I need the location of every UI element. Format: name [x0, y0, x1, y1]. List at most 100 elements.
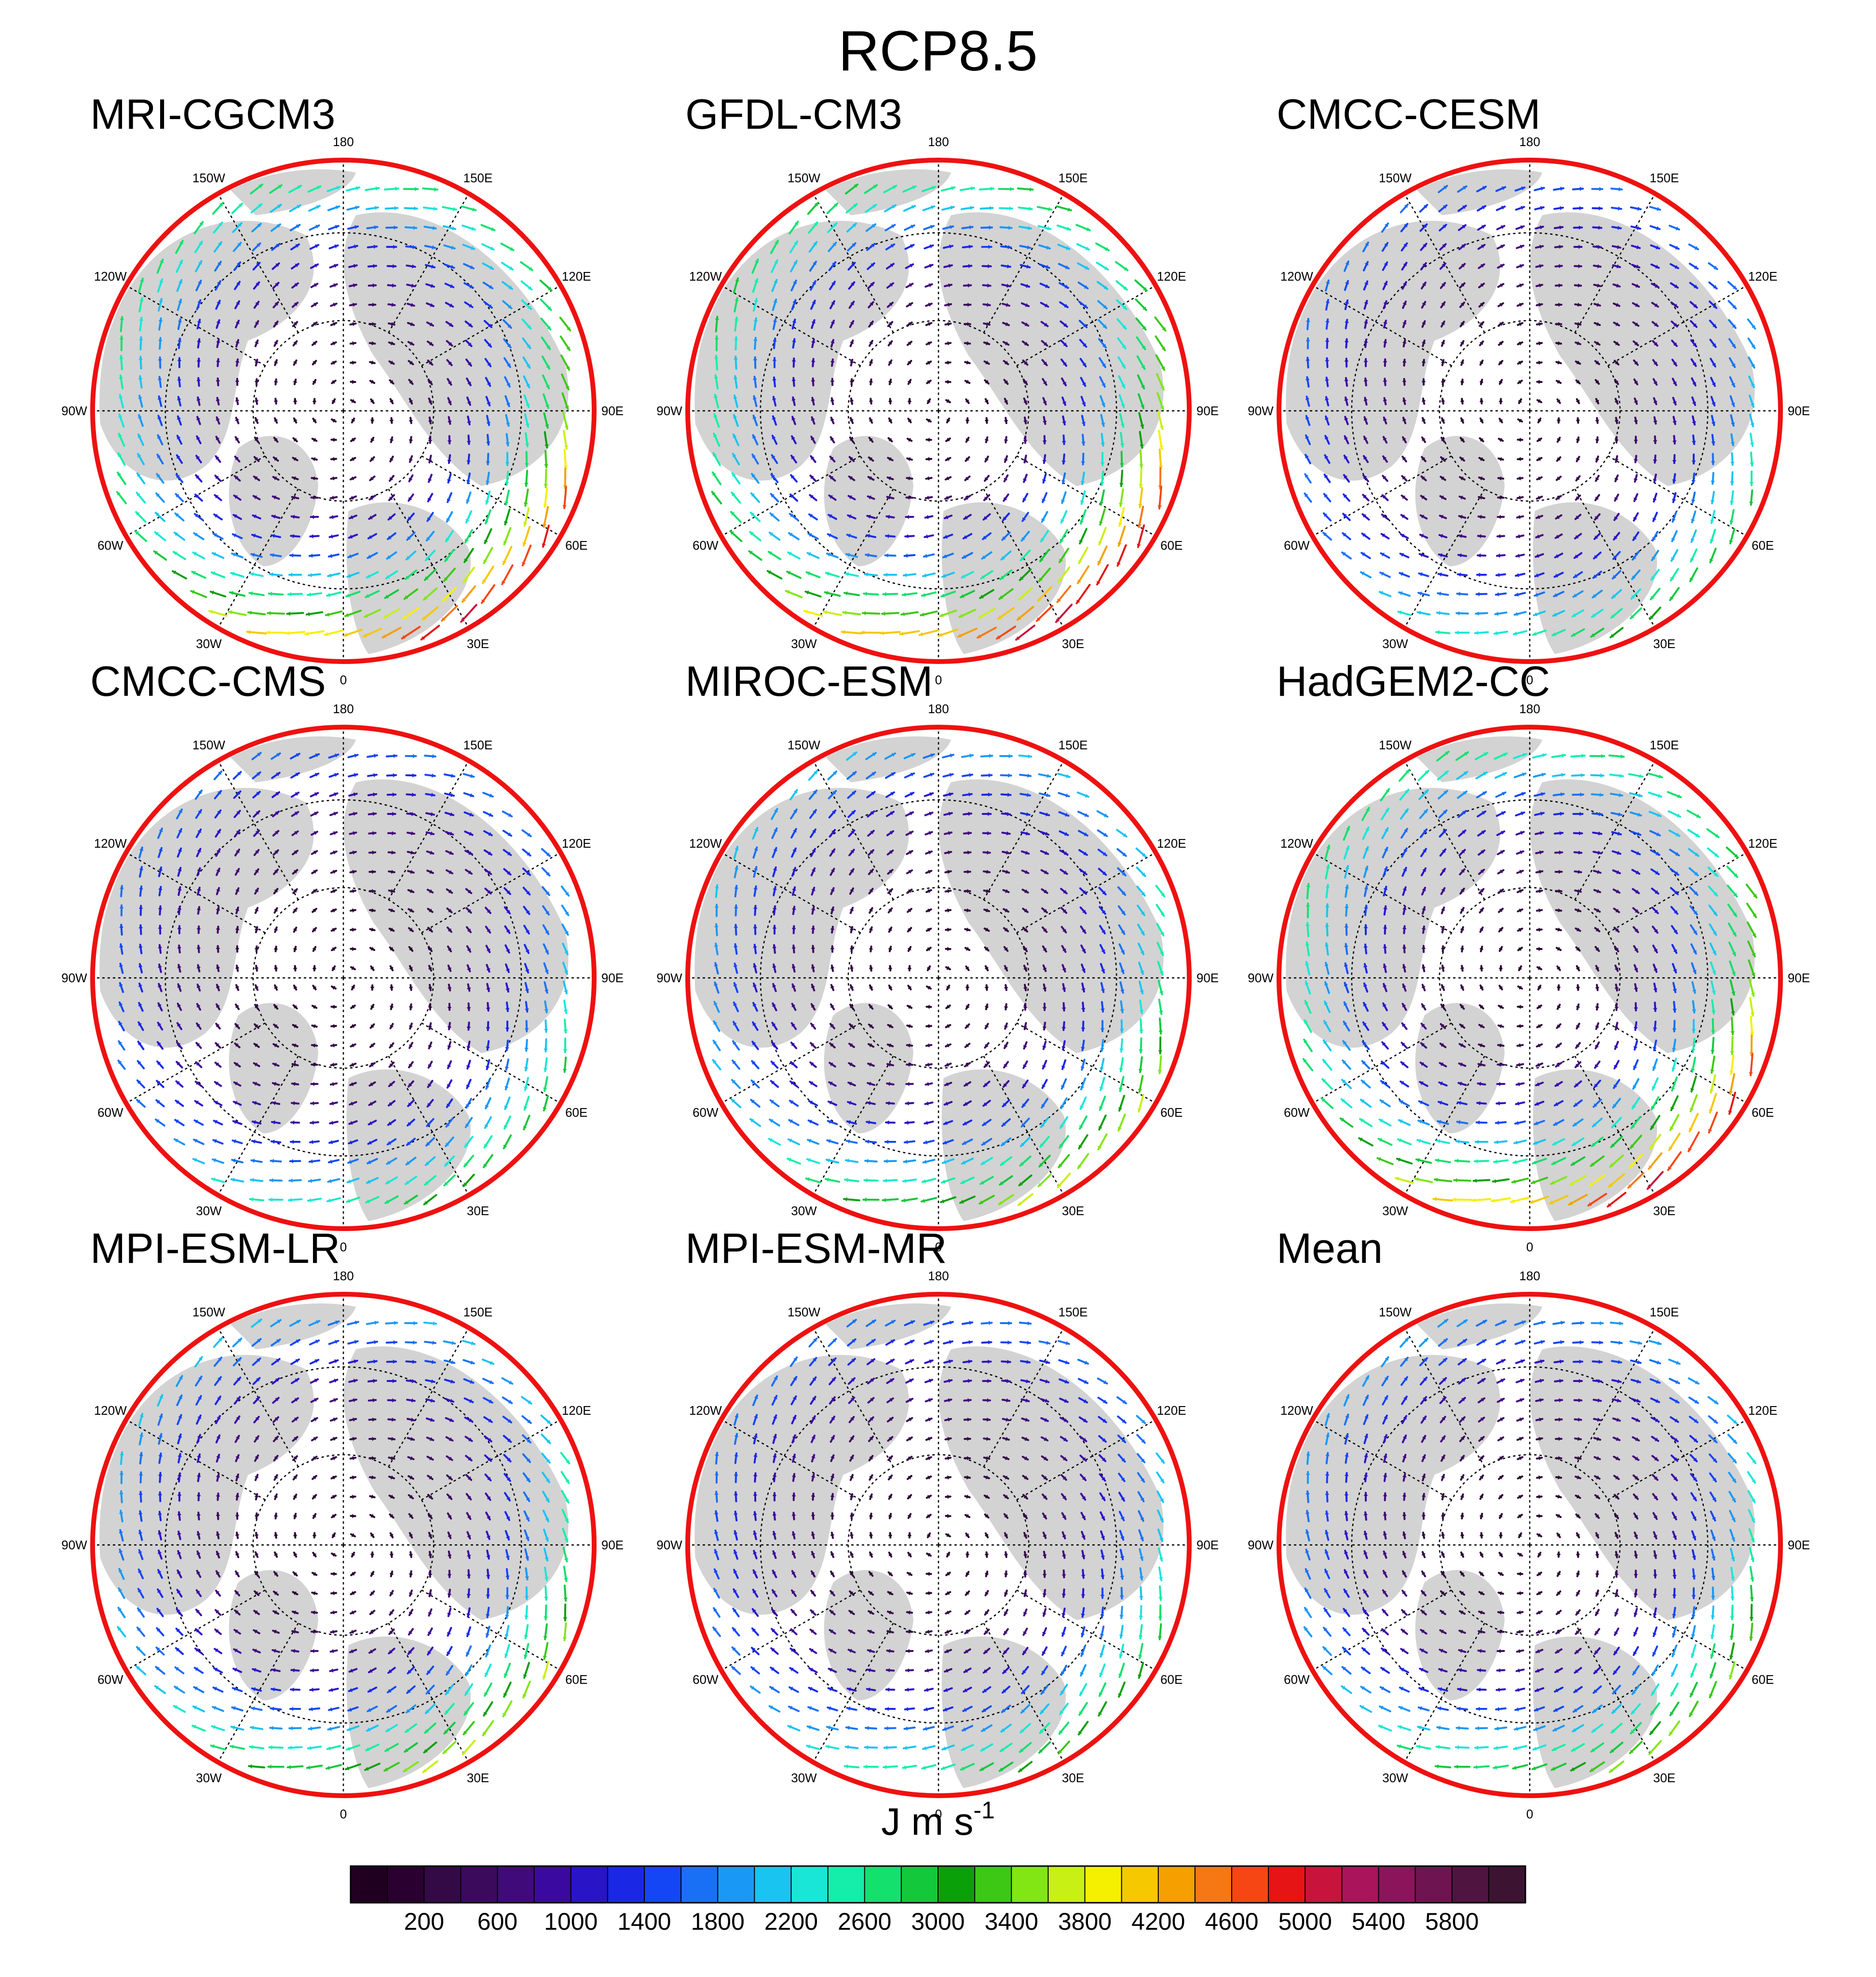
flux-vector [982, 532, 992, 541]
flux-vector [447, 1060, 452, 1070]
flux-vector [1651, 1096, 1659, 1110]
flux-vector [1631, 1703, 1641, 1715]
flux-vector [907, 1494, 912, 1500]
flux-vector [408, 908, 414, 913]
flux-vector [790, 1609, 797, 1616]
flux-vector [1711, 453, 1715, 465]
flux-vector [213, 221, 223, 234]
flux-vector [1516, 1417, 1524, 1422]
flux-vector [786, 570, 802, 579]
flux-vector [1039, 1379, 1050, 1383]
flux-vector [903, 753, 916, 759]
flux-vector [1556, 436, 1561, 443]
flux-vector [425, 1684, 435, 1695]
flux-vector [1060, 888, 1068, 894]
land-mask [99, 1303, 569, 1788]
flux-vector [194, 493, 203, 502]
flux-vector [462, 1740, 476, 1755]
flux-vector [729, 530, 743, 542]
flux-vector [1421, 456, 1427, 462]
flux-vector [1344, 1472, 1349, 1483]
flux-vector [830, 1474, 835, 1481]
flux-vector [1362, 1375, 1370, 1387]
flux-vector [751, 1041, 759, 1050]
flux-vector [463, 811, 474, 817]
flux-vector [1611, 831, 1622, 836]
flux-vector [1728, 1490, 1736, 1503]
flux-vector [1593, 264, 1602, 269]
flux-vector [1325, 922, 1330, 937]
flux-vector [1529, 1195, 1550, 1204]
flux-vector [1498, 985, 1503, 990]
flux-vector [505, 1020, 510, 1032]
flux-vector [771, 279, 778, 292]
flux-vector [464, 850, 473, 855]
flux-vector [1668, 810, 1681, 818]
flux-vector [1536, 322, 1543, 326]
flux-vector [868, 868, 874, 875]
flux-vector [1498, 1552, 1503, 1557]
flux-vector [231, 1158, 244, 1164]
flux-vector [1554, 1398, 1563, 1403]
flux-vector [1002, 322, 1010, 326]
flux-vector [1533, 1725, 1546, 1731]
flux-vector [1471, 1198, 1492, 1203]
flux-vector [521, 1415, 532, 1424]
flux-vector [330, 1062, 338, 1067]
flux-vector [980, 1321, 993, 1326]
flux-vector [309, 224, 320, 231]
flux-vector [501, 564, 514, 585]
flux-vector [1117, 526, 1126, 547]
flux-vector [445, 1117, 454, 1128]
longitude-label: 0 [340, 673, 347, 687]
flux-vector [767, 551, 782, 560]
flux-vector [442, 206, 457, 211]
flux-vector [176, 1041, 183, 1050]
flux-vector [1421, 1571, 1427, 1577]
flux-vector [176, 1061, 183, 1069]
flux-vector [810, 1022, 816, 1030]
flux-vector [772, 847, 777, 858]
flux-vector [387, 532, 396, 540]
flux-vector [1022, 946, 1028, 952]
longitude-label: 120E [1748, 836, 1778, 851]
flux-vector [445, 1436, 454, 1442]
flux-vector [770, 1080, 779, 1088]
flux-vector [249, 1197, 264, 1202]
flux-vector [271, 1338, 281, 1347]
flux-vector [1302, 1058, 1314, 1071]
flux-vector [1495, 205, 1506, 211]
flux-vector [1001, 1685, 1011, 1694]
flux-vector [328, 553, 340, 558]
flux-vector [1439, 495, 1447, 500]
flux-vector [408, 984, 413, 991]
flux-vector [924, 1121, 934, 1125]
flux-vector [291, 1062, 299, 1067]
flux-vector [465, 888, 473, 894]
flux-vector [195, 260, 203, 272]
flux-vector [1437, 572, 1449, 577]
flux-vector [272, 1435, 279, 1442]
flux-vector [1517, 322, 1523, 326]
flux-vector [389, 1532, 394, 1539]
flux-vector [424, 1360, 436, 1364]
flux-vector [381, 626, 402, 639]
flux-vector [712, 1059, 721, 1070]
flux-vector [1439, 848, 1447, 857]
flux-vector [753, 866, 758, 878]
flux-vector [907, 965, 912, 972]
flux-vector [1534, 206, 1545, 211]
flux-vector [808, 241, 818, 253]
flux-vector [1460, 1493, 1464, 1500]
flux-vector [1669, 1701, 1680, 1717]
flux-vector [1441, 417, 1445, 424]
flux-vector [461, 585, 476, 603]
flux-vector [466, 1079, 472, 1089]
flux-vector [1038, 1741, 1051, 1754]
flux-vector [1710, 396, 1716, 406]
flux-vector [235, 984, 240, 991]
flux-vector [138, 277, 144, 294]
flux-vector [845, 203, 858, 214]
flux-vector [390, 1571, 394, 1577]
flux-vector [925, 1062, 933, 1067]
